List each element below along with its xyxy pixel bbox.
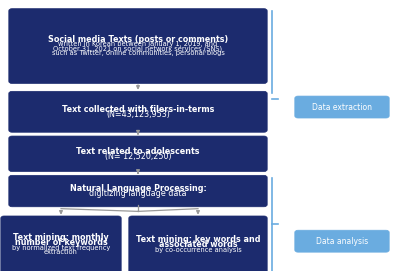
Text: Text mining: key words and: Text mining: key words and <box>136 235 260 244</box>
FancyBboxPatch shape <box>9 91 267 132</box>
Text: (N= 12,520,250): (N= 12,520,250) <box>105 152 171 161</box>
FancyBboxPatch shape <box>9 136 267 172</box>
Text: October 31, 2021 on social network services (SNS): October 31, 2021 on social network servi… <box>54 46 222 52</box>
Text: associated words: associated words <box>159 240 237 250</box>
Text: (N=43,123,953): (N=43,123,953) <box>106 110 170 119</box>
FancyBboxPatch shape <box>129 216 267 271</box>
FancyBboxPatch shape <box>9 175 267 207</box>
Text: extraction: extraction <box>44 249 78 255</box>
FancyBboxPatch shape <box>295 230 389 252</box>
Text: such as Twitter, online communities, personal blogs: such as Twitter, online communities, per… <box>52 50 224 56</box>
Text: Text related to adolescents: Text related to adolescents <box>76 147 200 156</box>
Text: written in Korean between January 1, 2019, and: written in Korean between January 1, 201… <box>58 41 218 47</box>
Text: Social media Texts (posts or comments): Social media Texts (posts or comments) <box>48 35 228 44</box>
Text: Data extraction: Data extraction <box>312 102 372 112</box>
Text: by normalized text frequency: by normalized text frequency <box>12 245 110 251</box>
FancyBboxPatch shape <box>9 9 267 83</box>
Text: Data analysis: Data analysis <box>316 237 368 246</box>
Text: Text mining: monthly: Text mining: monthly <box>13 233 109 242</box>
FancyBboxPatch shape <box>295 96 389 118</box>
FancyBboxPatch shape <box>1 216 121 271</box>
Text: Text collected with filers-in-terms: Text collected with filers-in-terms <box>62 105 214 114</box>
Text: digitizing language data: digitizing language data <box>89 189 187 198</box>
Text: number of keywords: number of keywords <box>15 238 107 247</box>
Text: Natural Language Processing:: Natural Language Processing: <box>70 184 206 193</box>
Text: by co-occurrence analysis: by co-occurrence analysis <box>155 247 241 253</box>
